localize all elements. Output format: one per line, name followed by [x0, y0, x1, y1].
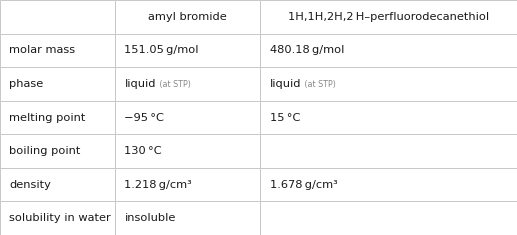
- Bar: [260, 201, 517, 235]
- Bar: [260, 168, 517, 201]
- Bar: [260, 34, 517, 67]
- Text: (at STP): (at STP): [157, 80, 190, 89]
- Text: molar mass: molar mass: [9, 45, 75, 55]
- Bar: [115, 201, 261, 235]
- Bar: [0, 201, 115, 235]
- Text: 480.18 g/mol: 480.18 g/mol: [270, 45, 344, 55]
- Text: 130 °C: 130 °C: [125, 146, 162, 156]
- Text: 1.218 g/cm³: 1.218 g/cm³: [125, 180, 192, 190]
- Text: 15 °C: 15 °C: [270, 113, 300, 122]
- Bar: [0, 101, 115, 134]
- Text: (at STP): (at STP): [301, 80, 336, 89]
- Bar: [260, 67, 517, 101]
- Bar: [115, 168, 261, 201]
- Text: 151.05 g/mol: 151.05 g/mol: [125, 45, 199, 55]
- Bar: [115, 101, 261, 134]
- Text: 1.678 g/cm³: 1.678 g/cm³: [270, 180, 338, 190]
- Text: −95 °C: −95 °C: [125, 113, 164, 122]
- Bar: [0, 67, 115, 101]
- Bar: [0, 134, 115, 168]
- Bar: [0, 0, 115, 34]
- Bar: [260, 0, 517, 34]
- Bar: [115, 0, 261, 34]
- Text: liquid: liquid: [125, 79, 156, 89]
- Bar: [260, 134, 517, 168]
- Bar: [0, 168, 115, 201]
- Text: phase: phase: [9, 79, 43, 89]
- Bar: [115, 67, 261, 101]
- Bar: [115, 134, 261, 168]
- Text: boiling point: boiling point: [9, 146, 81, 156]
- Text: liquid: liquid: [270, 79, 301, 89]
- Bar: [260, 101, 517, 134]
- Text: 1H,1H,2H,2 H–perfluorodecanethiol: 1H,1H,2H,2 H–perfluorodecanethiol: [288, 12, 489, 22]
- Text: amyl bromide: amyl bromide: [148, 12, 227, 22]
- Bar: [115, 34, 261, 67]
- Text: insoluble: insoluble: [125, 213, 176, 223]
- Text: solubility in water: solubility in water: [9, 213, 111, 223]
- Bar: [0, 34, 115, 67]
- Text: density: density: [9, 180, 51, 190]
- Text: melting point: melting point: [9, 113, 86, 122]
